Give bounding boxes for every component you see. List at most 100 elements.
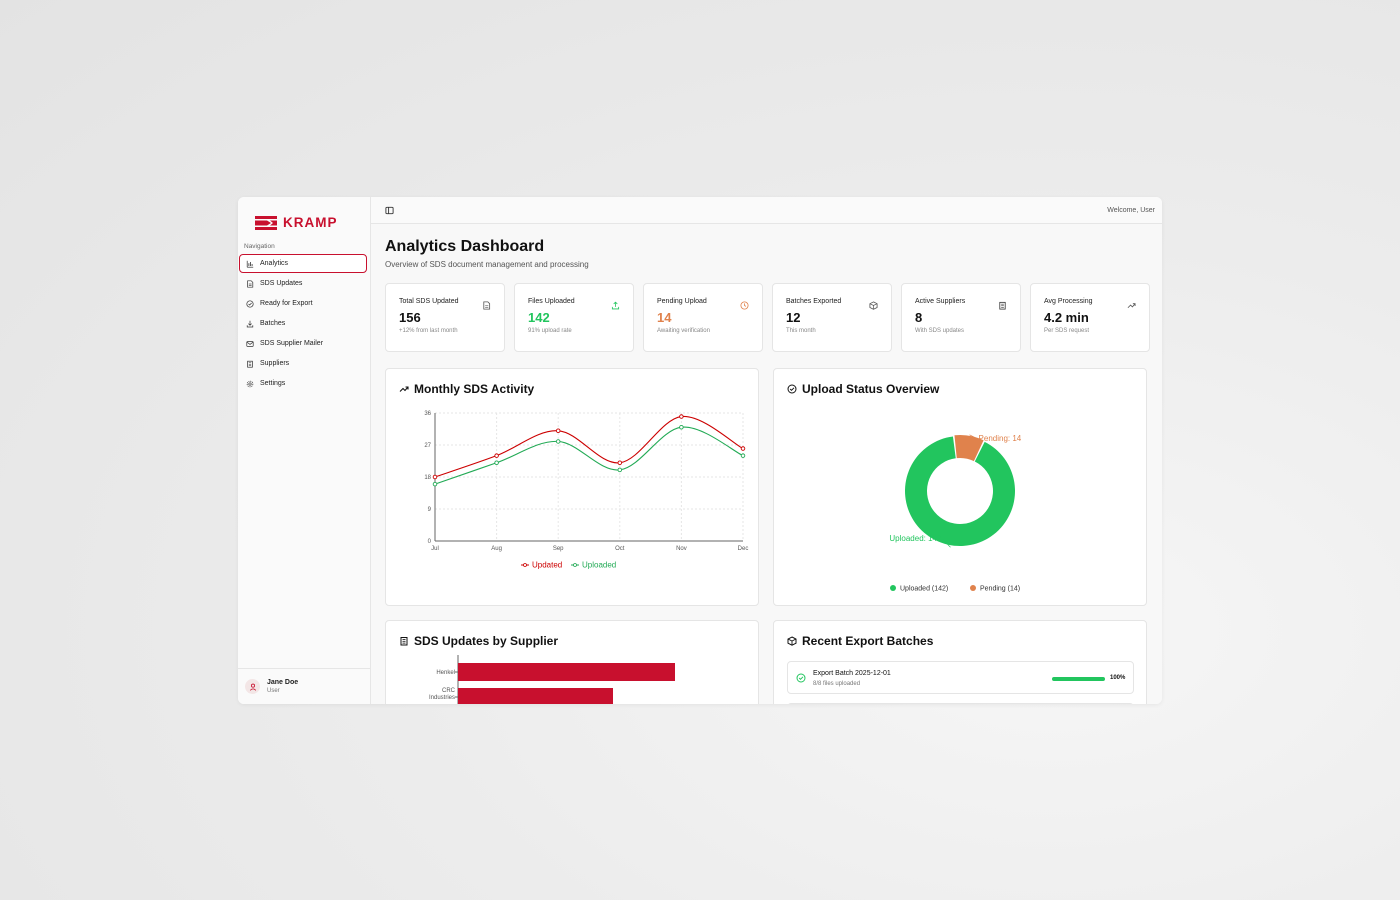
legend-swatch bbox=[890, 585, 896, 591]
user-profile[interactable]: Jane Doe User bbox=[238, 668, 370, 704]
data-point-updated[interactable] bbox=[617, 460, 623, 466]
stat-value: 4.2 min bbox=[1044, 310, 1089, 325]
nav-list: Analytics SDS Updates Ready for Export Batc… bbox=[238, 254, 370, 393]
sidebar-item-label: Batches bbox=[260, 320, 286, 327]
app-window: KRAMP Navigation Analytics SDS Updates Rea… bbox=[238, 197, 1162, 704]
sidebar-item-sds-supplier-mailer[interactable]: SDS Supplier Mailer bbox=[239, 334, 367, 353]
building-icon bbox=[998, 297, 1007, 310]
sidebar-item-batches[interactable]: Batches bbox=[239, 314, 367, 333]
data-point-updated[interactable] bbox=[555, 428, 561, 434]
export-batches-title: Recent Export Batches bbox=[802, 634, 934, 648]
data-point-updated[interactable] bbox=[740, 446, 746, 451]
stat-label: Avg Processing bbox=[1044, 298, 1093, 305]
avatar bbox=[245, 679, 260, 694]
sidebar-item-label: Ready for Export bbox=[260, 300, 313, 307]
kramp-logo-icon bbox=[255, 215, 277, 230]
stat-label: Total SDS Updated bbox=[399, 298, 459, 305]
y-tick-label: 36 bbox=[424, 411, 431, 417]
clock-icon bbox=[740, 297, 749, 310]
category-label: CRC bbox=[442, 688, 456, 694]
sidebar-item-label: SDS Updates bbox=[260, 280, 303, 287]
stat-label: Files Uploaded bbox=[528, 298, 575, 305]
file-text-icon bbox=[246, 279, 254, 288]
y-tick-label: 27 bbox=[424, 443, 431, 449]
series-line-uploaded bbox=[434, 426, 744, 485]
slice-label-leader bbox=[969, 434, 978, 440]
stat-label: Active Suppliers bbox=[915, 298, 966, 305]
data-point-updated[interactable] bbox=[679, 414, 684, 419]
supplier-title: SDS Updates by Supplier bbox=[414, 634, 559, 648]
stat-label: Pending Upload bbox=[657, 298, 707, 305]
data-point-updated[interactable] bbox=[432, 474, 438, 480]
logo[interactable]: KRAMP bbox=[238, 197, 370, 237]
legend-label: Uploaded (142) bbox=[900, 586, 948, 593]
data-point-uploaded[interactable] bbox=[740, 453, 746, 458]
slice-label: Pending: 14 bbox=[979, 434, 1022, 443]
data-point-uploaded[interactable] bbox=[432, 481, 438, 487]
welcome-text: Welcome, User bbox=[1107, 206, 1155, 214]
batch-progress-fill bbox=[1052, 677, 1105, 681]
monthly-line-chart: 0 9 18 27 36 Jul Aug Sep Oct Nov Dec Updated Uploade… bbox=[424, 411, 748, 570]
bar[interactable] bbox=[458, 688, 613, 704]
sidebar-item-analytics[interactable]: Analytics bbox=[239, 254, 367, 273]
bar-chart-icon bbox=[246, 260, 254, 268]
upload-icon bbox=[611, 297, 620, 310]
legend-label: Uploaded bbox=[582, 561, 616, 570]
batch-row[interactable]: Export Batch 2025-12-01 8/8 files upload… bbox=[787, 661, 1134, 694]
mail-icon bbox=[246, 340, 254, 348]
series-line-updated bbox=[434, 415, 744, 478]
stat-label: Batches Exported bbox=[786, 298, 842, 305]
monthly-activity-title: Monthly SDS Activity bbox=[414, 382, 535, 396]
category-label: Industries bbox=[429, 695, 455, 701]
main-area: Welcome, User Analytics Dashboard Overvi… bbox=[371, 197, 1162, 704]
page-title: Analytics Dashboard bbox=[385, 238, 545, 255]
stat-value: 14 bbox=[657, 310, 672, 325]
data-point-updated[interactable] bbox=[494, 453, 499, 458]
sidebar-item-suppliers[interactable]: Suppliers bbox=[239, 354, 367, 373]
sidebar-toggle-icon[interactable] bbox=[385, 206, 394, 215]
check-circle-icon bbox=[796, 673, 806, 683]
y-tick-label: 18 bbox=[424, 475, 431, 481]
sidebar-item-ready-for-export[interactable]: Ready for Export bbox=[239, 294, 367, 313]
user-role: User bbox=[267, 688, 280, 694]
stat-subtext: Awaiting verification bbox=[657, 328, 710, 334]
stat-value: 156 bbox=[399, 310, 421, 325]
data-point-uploaded[interactable] bbox=[679, 424, 684, 430]
x-tick-label: Oct bbox=[615, 546, 625, 552]
stat-value: 142 bbox=[528, 310, 550, 325]
donut-slice-pending[interactable] bbox=[954, 435, 984, 462]
data-point-uploaded[interactable] bbox=[494, 460, 499, 466]
package-icon bbox=[869, 297, 878, 310]
stat-card: Avg Processing 4.2 min Per SDS request bbox=[1030, 283, 1150, 352]
stat-card: Active Suppliers 8 With SDS updates bbox=[901, 283, 1021, 352]
stat-card: Pending Upload 14 Awaiting verification bbox=[643, 283, 763, 352]
sidebar-item-sds-updates[interactable]: SDS Updates bbox=[239, 274, 367, 293]
legend-label: Updated bbox=[532, 561, 562, 570]
page-subtitle: Overview of SDS document management and … bbox=[385, 260, 589, 269]
sidebar: KRAMP Navigation Analytics SDS Updates Rea… bbox=[238, 197, 371, 704]
x-tick-label: Jul bbox=[431, 546, 439, 552]
slice-label: Uploaded: 142 bbox=[889, 534, 942, 543]
donut-slice-uploaded[interactable] bbox=[905, 436, 1015, 546]
upload-donut-chart: Uploaded: 142 Pending: 14 Uploaded (142) Pe… bbox=[889, 434, 1022, 593]
data-point-uploaded[interactable] bbox=[555, 439, 561, 444]
legend-marker bbox=[573, 563, 577, 567]
stat-subtext: This month bbox=[786, 328, 816, 334]
x-tick-label: Sep bbox=[553, 546, 564, 552]
sidebar-item-settings[interactable]: Settings bbox=[239, 374, 367, 393]
data-point-uploaded[interactable] bbox=[617, 467, 623, 473]
stat-subtext: Per SDS request bbox=[1044, 328, 1090, 334]
stats-row: Total SDS Updated 156 +12% from last mon… bbox=[385, 283, 1150, 352]
file-icon bbox=[482, 297, 491, 310]
stat-subtext: With SDS updates bbox=[915, 328, 965, 334]
brand-name: KRAMP bbox=[283, 215, 338, 230]
nav-heading: Navigation bbox=[244, 243, 275, 250]
building-icon bbox=[400, 637, 408, 646]
batch-progress-bar bbox=[1052, 677, 1105, 681]
y-tick-label: 9 bbox=[428, 507, 432, 513]
download-icon bbox=[246, 320, 254, 328]
sidebar-item-label: Suppliers bbox=[260, 360, 290, 367]
stat-subtext: +12% from last month bbox=[399, 328, 458, 334]
bar[interactable] bbox=[458, 663, 675, 681]
